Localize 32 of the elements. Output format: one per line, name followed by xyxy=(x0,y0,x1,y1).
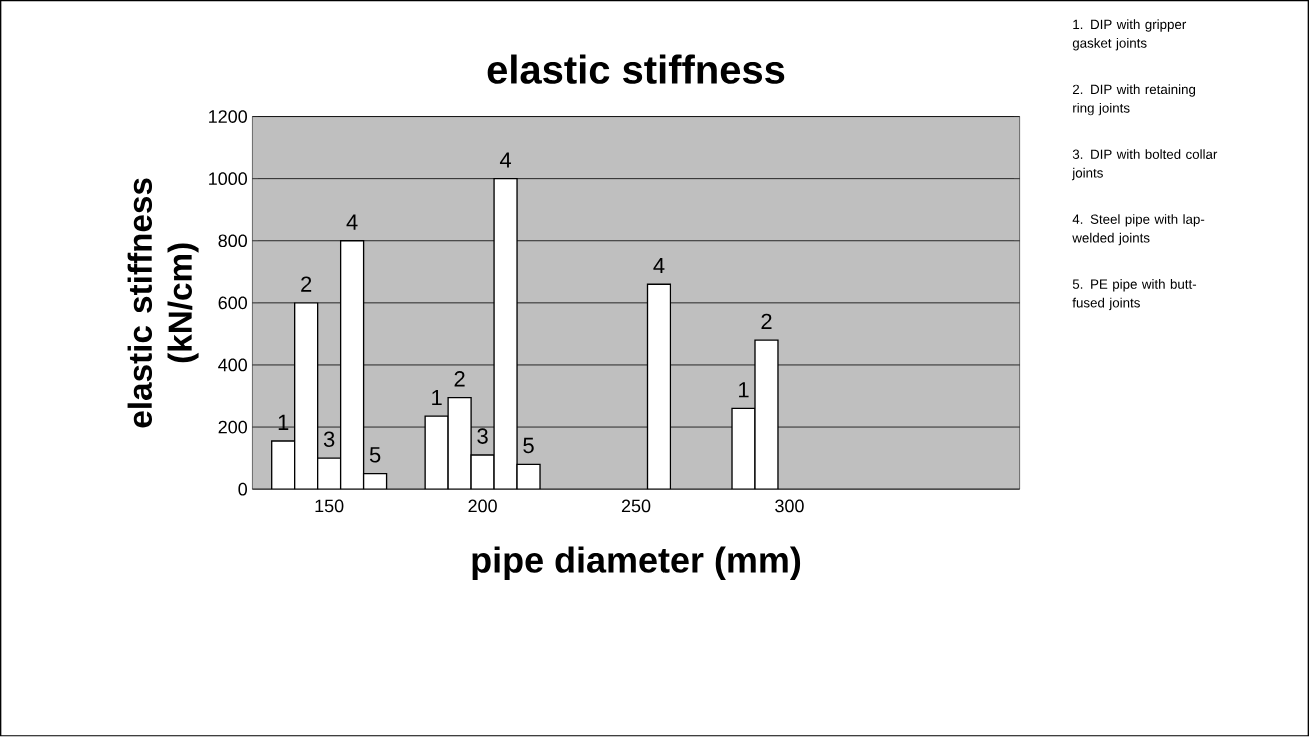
text: 4. Steel pipe with lap-welded joints xyxy=(1072,214,1205,246)
series-label: 4 xyxy=(346,214,358,230)
series-label: 2 xyxy=(454,371,465,387)
text: 2. DIP with retaining ring joints xyxy=(1072,84,1196,116)
text: 1. DIP with gripper gasket joints xyxy=(1072,19,1187,51)
text: 2 xyxy=(301,276,312,292)
y-tick-label: 1000 xyxy=(209,172,247,186)
x-tick-label: 300 xyxy=(775,499,804,513)
text: 3 xyxy=(323,431,335,448)
y-tick-label: 200 xyxy=(218,420,247,434)
text: 3. DIP with bolted collar joints xyxy=(1071,149,1218,181)
y-axis-title: elastic stiffness (kN/cm) xyxy=(127,178,199,428)
x-axis-title: pipe diameter (mm) xyxy=(472,546,801,581)
y-tick-label: 600 xyxy=(218,296,247,310)
x-tick-label: 150 xyxy=(315,499,344,513)
text: 2 xyxy=(761,313,772,330)
text: 4 xyxy=(653,258,665,274)
y-tick-label: 400 xyxy=(218,358,247,372)
y-tick-label: 0 xyxy=(238,483,248,496)
text: 1 xyxy=(278,415,289,431)
text: 1 xyxy=(739,382,749,398)
series-label: 5 xyxy=(523,438,534,454)
text: 5. PE pipe with butt-fused joints xyxy=(1072,279,1197,311)
chart-title: elastic stiffness xyxy=(487,54,785,85)
series-label: 3 xyxy=(477,428,488,445)
y-tick-label: 800 xyxy=(218,234,247,248)
series-label: 1 xyxy=(432,390,442,406)
text: 4 xyxy=(499,152,512,168)
x-tick-label: 250 xyxy=(621,499,651,513)
text: 5 xyxy=(369,447,381,463)
x-tick-label: 200 xyxy=(468,499,497,513)
y-tick-label: 1200 xyxy=(209,110,247,124)
